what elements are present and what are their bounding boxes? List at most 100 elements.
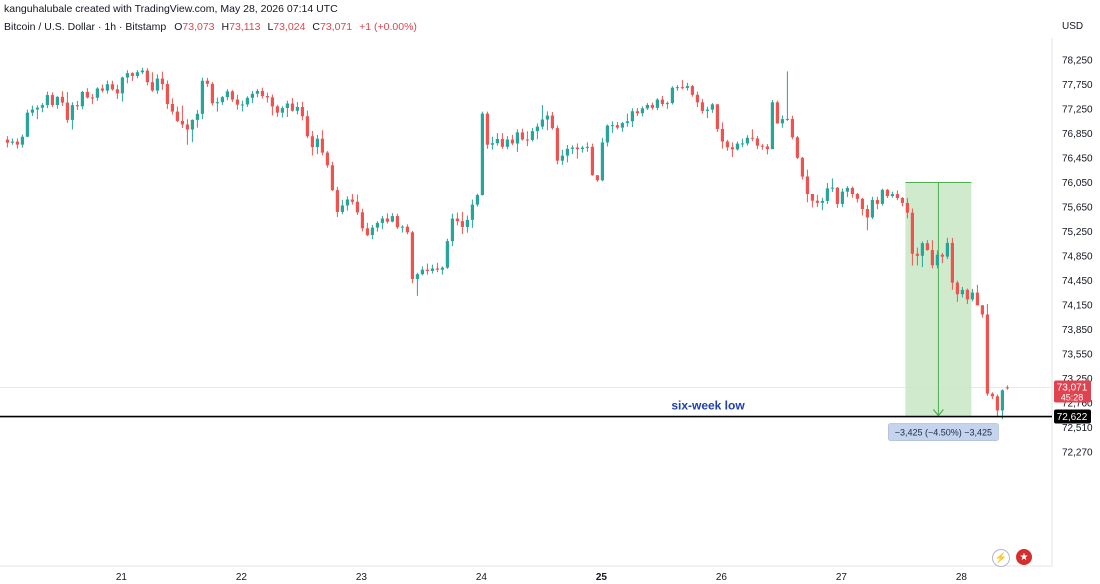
candle-body	[175, 111, 179, 121]
candle-body	[20, 136, 24, 145]
candle-body	[880, 189, 884, 204]
candle-body	[35, 107, 39, 110]
candle-body	[655, 99, 659, 108]
candle-body	[630, 111, 634, 122]
candle-body	[895, 194, 899, 198]
candle-body	[535, 126, 539, 132]
candle-body	[560, 155, 564, 161]
candle-body	[370, 227, 374, 236]
candle-body	[965, 289, 969, 300]
candle-body	[795, 137, 799, 158]
candle-body	[140, 70, 144, 73]
candle-body	[755, 138, 759, 146]
candle-body	[115, 89, 119, 94]
candle-body	[830, 187, 834, 189]
candle-body	[525, 139, 529, 141]
candle-body	[940, 254, 944, 257]
x-tick-label: 21	[116, 572, 128, 583]
candle-body	[745, 137, 749, 144]
candle-body	[995, 396, 999, 411]
candle-body	[170, 104, 174, 112]
candle-body	[265, 95, 269, 98]
candle-body	[900, 197, 904, 203]
candle-body	[225, 91, 229, 98]
candle-body	[360, 212, 364, 229]
candle-body	[375, 222, 379, 228]
y-tick-label: 73,250	[1062, 374, 1093, 385]
candle-body	[725, 141, 729, 148]
candle-body	[135, 72, 139, 76]
candle-body	[85, 91, 89, 98]
candle-body	[80, 91, 84, 107]
y-tick-label: 75,650	[1062, 203, 1093, 214]
candle-body	[200, 80, 204, 114]
candle-body	[145, 70, 149, 83]
candle-body	[920, 243, 924, 256]
candle-body	[50, 95, 54, 106]
candle-body	[435, 268, 439, 270]
candle-body	[465, 219, 469, 227]
candle-body	[605, 125, 609, 143]
last-price-badge	[1054, 380, 1091, 403]
candle-body	[805, 176, 809, 195]
x-tick-label: 25	[596, 572, 608, 583]
candle-body	[335, 190, 339, 212]
candle-body	[835, 187, 839, 204]
candle-body	[615, 125, 619, 128]
candle-body	[585, 146, 589, 148]
y-tick-label: 74,450	[1062, 276, 1093, 287]
candle-body	[935, 254, 939, 266]
candle-body	[925, 243, 929, 251]
open-key: O	[174, 21, 183, 33]
candle-body	[45, 95, 49, 106]
candle-body	[155, 78, 159, 91]
candle-body	[385, 218, 389, 222]
candle-body	[680, 87, 684, 89]
candle-body	[425, 269, 429, 271]
candle-body	[820, 200, 824, 203]
last-price-countdown: 45:28	[1061, 392, 1084, 402]
x-tick-label: 26	[716, 572, 728, 583]
candle-body	[600, 142, 604, 181]
candle-body	[1005, 387, 1009, 389]
candle-body	[710, 104, 714, 110]
candle-body	[70, 105, 74, 120]
candle-body	[260, 90, 264, 96]
candle-body	[695, 94, 699, 103]
candle-body	[800, 157, 804, 177]
chart-credit: kanguhalubale created with TradingView.c…	[4, 3, 338, 15]
candle-body	[215, 102, 219, 104]
candle-body	[390, 216, 394, 222]
candle-body	[930, 250, 934, 266]
candle-body	[845, 187, 849, 192]
candle-body	[620, 123, 624, 128]
candle-body	[990, 393, 994, 397]
candle-body	[650, 104, 654, 108]
candle-body	[960, 289, 964, 295]
y-tick-label: 77,250	[1062, 105, 1093, 116]
candle-body	[190, 119, 194, 130]
candle-body	[10, 141, 14, 143]
candle-body	[15, 141, 19, 145]
candle-body	[230, 91, 234, 100]
candle-body	[1000, 390, 1004, 411]
y-tick-label: 76,850	[1062, 129, 1093, 140]
candle-body	[450, 218, 454, 242]
candle-body	[840, 191, 844, 204]
lightning-icon[interactable]: ⚡	[992, 549, 1010, 567]
candle-body	[410, 232, 414, 279]
high-value: 73,113	[229, 21, 261, 33]
candle-body	[490, 143, 494, 145]
candle-body	[815, 200, 819, 203]
candle-body	[750, 137, 754, 139]
candle-body	[25, 112, 29, 137]
candle-body	[280, 108, 284, 113]
candle-body	[305, 116, 309, 137]
flag-icon[interactable]: ★	[1016, 549, 1032, 565]
candle-body	[55, 96, 59, 106]
candle-body	[520, 132, 524, 140]
symbol-label[interactable]: Bitcoin / U.S. Dollar · 1h · Bitstamp	[4, 21, 167, 33]
candle-body	[870, 199, 874, 218]
